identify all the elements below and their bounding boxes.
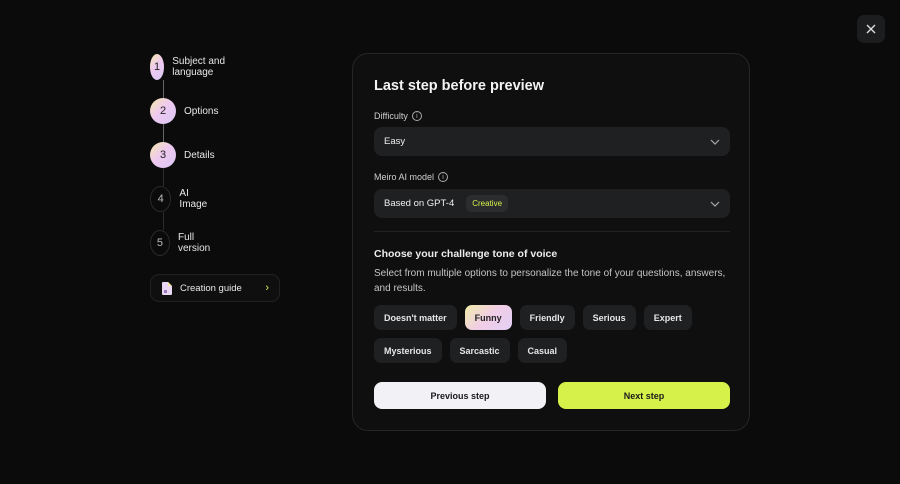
step-number: 2 [150, 98, 176, 124]
step-label: Full version [177, 232, 211, 254]
step-label: Options [184, 105, 219, 117]
creation-guide-label: Creation guide [180, 282, 242, 294]
step-number: 4 [150, 186, 172, 212]
step-1[interactable]: 1 Subject and language [150, 54, 225, 80]
step-5[interactable]: 5 Full version [150, 230, 216, 256]
tone-option[interactable]: Funny [464, 305, 512, 330]
tone-option[interactable]: Doesn't matter [374, 305, 457, 330]
details-card: Last step before preview Difficulty i Eas… [352, 53, 750, 431]
close-button[interactable] [857, 15, 885, 43]
step-number: 5 [150, 230, 170, 256]
divider [374, 231, 730, 232]
model-value: Based on GPT-4 [384, 198, 455, 209]
model-select[interactable]: Based on GPT-4 Creative [374, 189, 730, 218]
chevron-down-icon [710, 201, 720, 207]
page-title: Last step before preview [374, 78, 545, 94]
tone-heading: Choose your challenge tone of voice [374, 248, 558, 260]
tone-option[interactable]: Friendly [519, 305, 575, 330]
step-label: Details [184, 149, 215, 161]
info-icon[interactable]: i [438, 172, 449, 182]
step-2[interactable]: 2 Options [150, 98, 218, 124]
step-connector [162, 212, 164, 230]
document-icon [162, 281, 172, 295]
difficulty-value: Easy [384, 136, 406, 147]
creation-guide-button[interactable]: Creation guide › [150, 274, 280, 302]
step-connector [162, 168, 164, 186]
tone-option[interactable]: Expert [643, 305, 692, 330]
chevron-down-icon [710, 139, 720, 145]
step-label: AI Image [179, 188, 208, 210]
creative-badge: Creative [466, 195, 509, 212]
model-label: Meiro AI model i [374, 172, 730, 182]
step-label: Subject and language [172, 56, 226, 78]
tone-option[interactable]: Sarcastic [449, 338, 510, 363]
tone-option[interactable]: Casual [517, 338, 568, 363]
actions: Previous step Next step [374, 382, 730, 409]
tone-option[interactable]: Mysterious [374, 338, 442, 363]
step-number: 3 [150, 142, 176, 168]
step-number: 1 [150, 54, 165, 80]
tone-option[interactable]: Serious [582, 305, 636, 330]
step-connector [162, 80, 164, 98]
model-label-text: Meiro AI model [374, 172, 435, 182]
tone-options: Doesn't matter Funny Friendly Serious Expert… [374, 305, 704, 363]
difficulty-label: Difficulty i [374, 111, 730, 121]
close-icon [866, 24, 876, 34]
step-3[interactable]: 3 Details [150, 142, 215, 168]
tone-description: Select from multiple options to personal… [374, 268, 726, 294]
difficulty-select[interactable]: Easy [374, 127, 730, 156]
previous-step-button[interactable]: Previous step [374, 382, 546, 409]
step-4[interactable]: 4 AI Image [150, 186, 212, 212]
step-connector [162, 124, 164, 142]
chevron-right-icon: › [265, 282, 269, 294]
difficulty-label-text: Difficulty [374, 111, 408, 121]
info-icon[interactable]: i [411, 111, 422, 121]
next-step-button[interactable]: Next step [558, 382, 730, 409]
